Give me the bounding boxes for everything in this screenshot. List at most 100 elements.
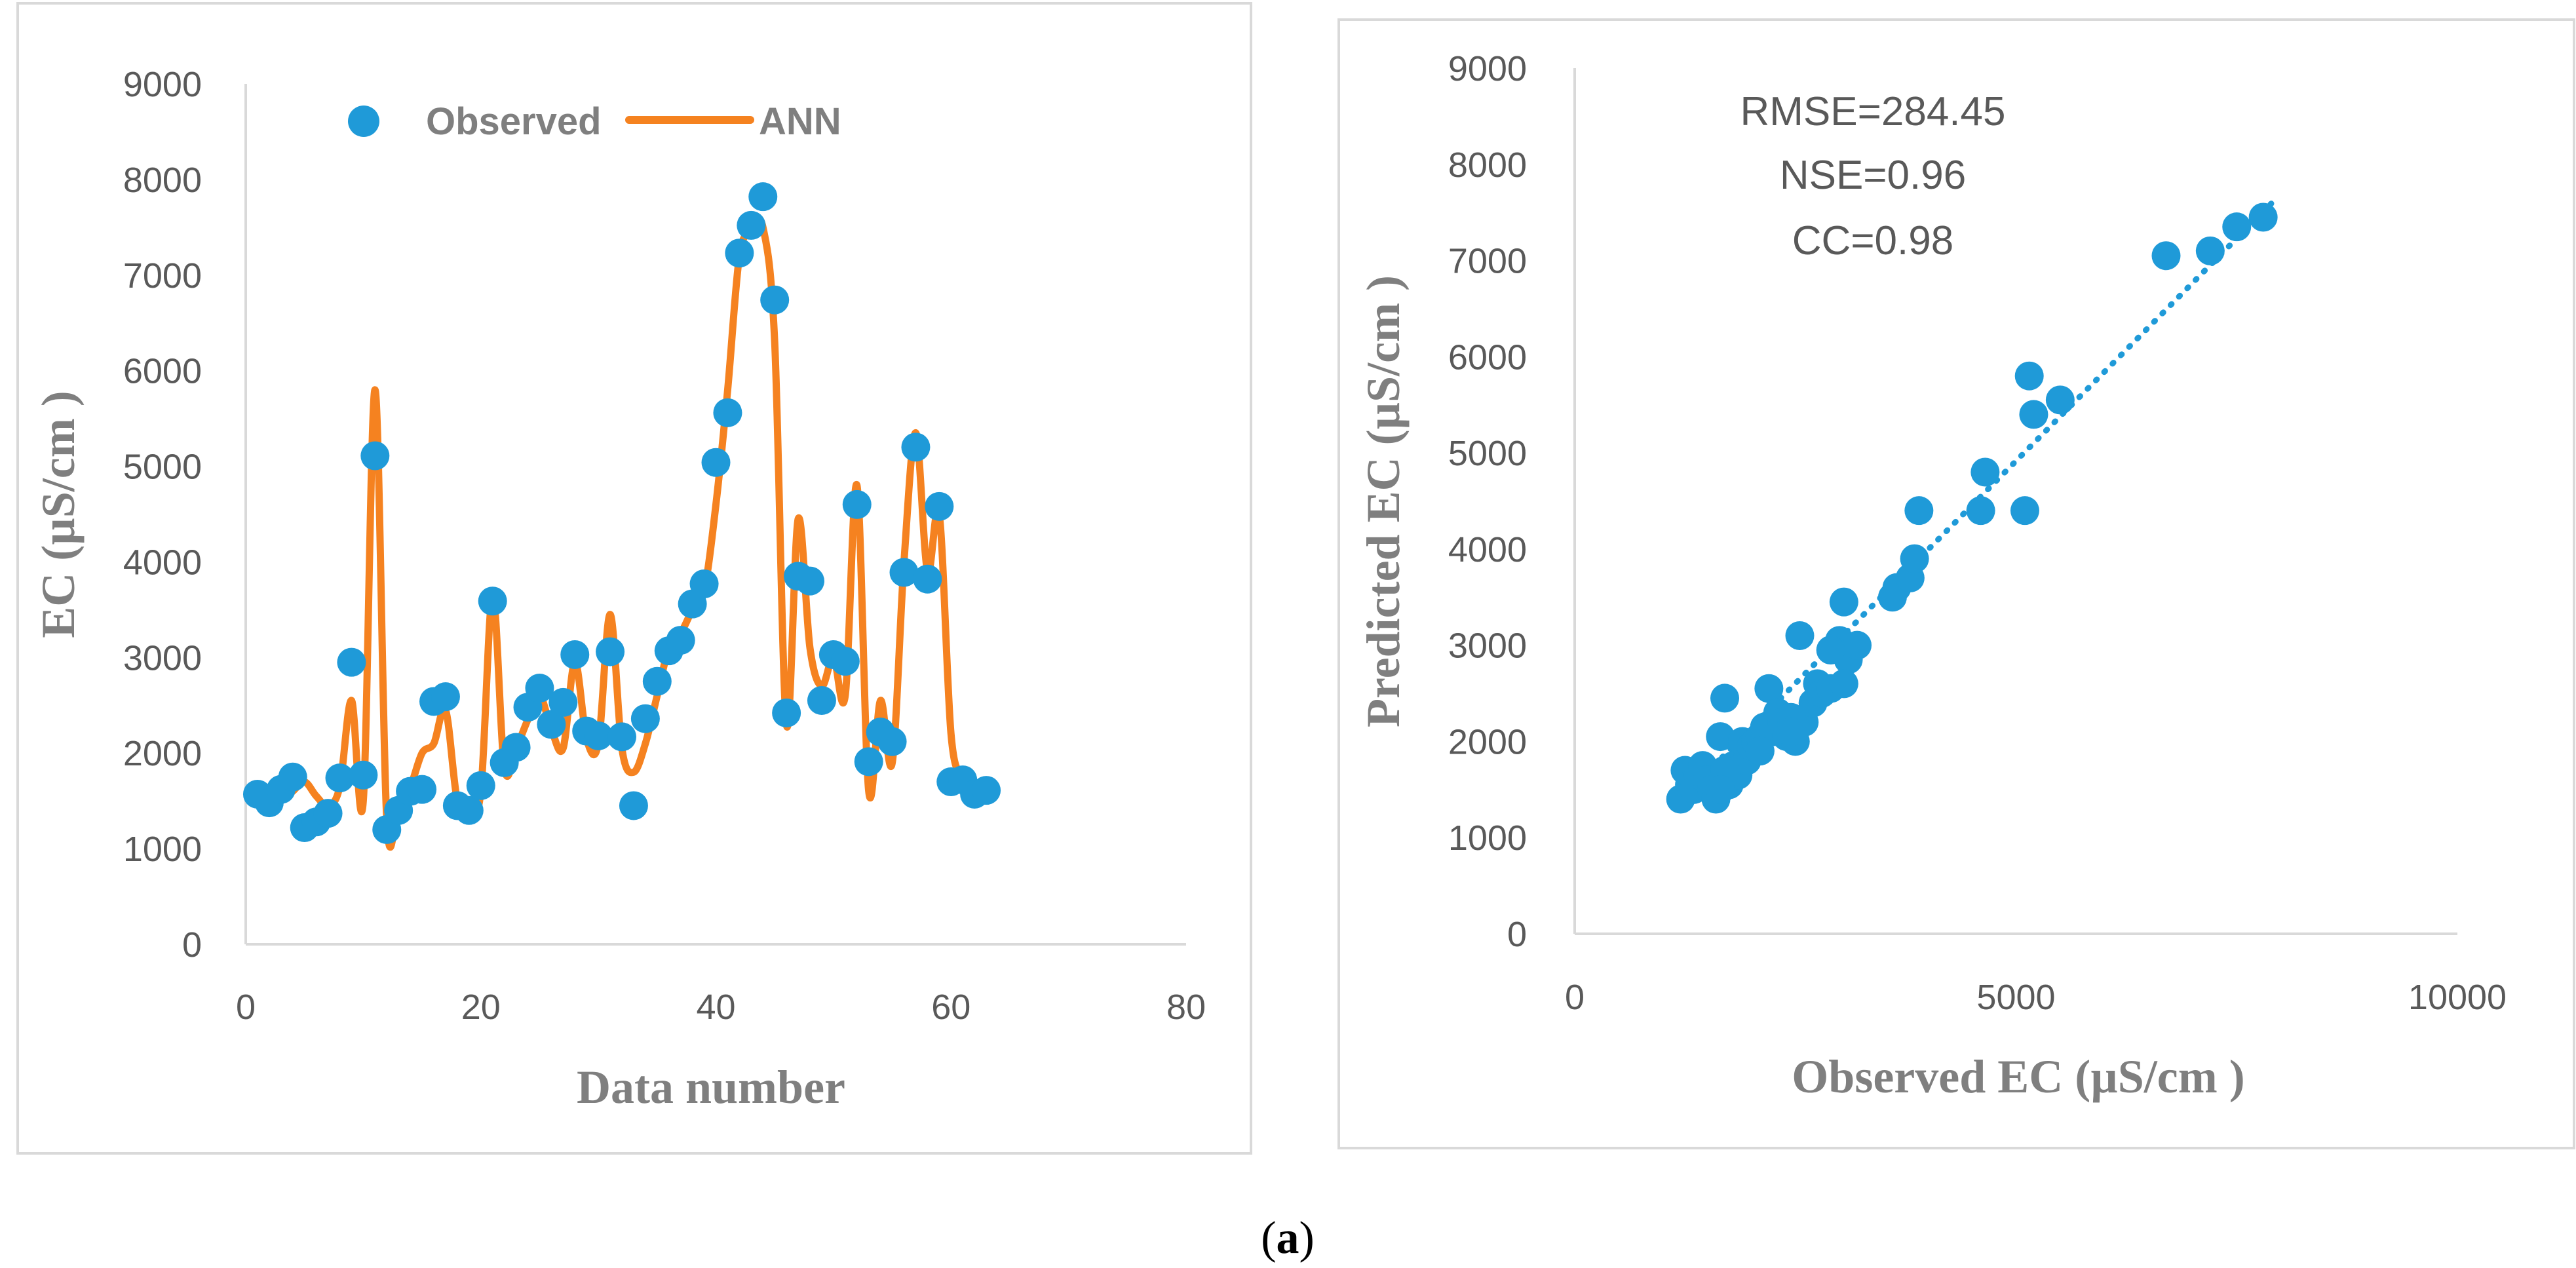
left-y-tick-labels: 0 1000 2000 3000 4000 5000 6000 7000 8000 9000 <box>123 65 202 965</box>
observed-point <box>748 182 778 212</box>
right-scatter-series <box>1666 202 2278 814</box>
right-y-tick-3000: 3000 <box>1448 626 1527 666</box>
observed-point <box>313 799 343 828</box>
caption-suffix: ) <box>1299 1213 1315 1263</box>
scatter-point <box>1966 496 1995 526</box>
right-chart-frame <box>1337 18 2575 1149</box>
scatter-point <box>2045 385 2075 415</box>
right-y-tick-5000: 5000 <box>1448 434 1527 473</box>
scatter-point <box>2248 202 2278 232</box>
scatter-point <box>2014 361 2044 391</box>
observed-point <box>737 210 766 240</box>
left-observed-series <box>242 182 1001 844</box>
stat-nse: NSE=0.96 <box>1780 153 1966 198</box>
observed-point <box>901 432 931 462</box>
observed-point <box>454 796 484 825</box>
stat-rmse: RMSE=284.45 <box>1740 89 2006 134</box>
right-y-tick-2000: 2000 <box>1448 722 1527 761</box>
observed-point <box>725 239 754 268</box>
observed-point <box>772 698 801 727</box>
right-stats: RMSE=284.45 NSE=0.96 CC=0.98 <box>1740 89 2006 263</box>
observed-point <box>596 637 625 666</box>
right-y-tick-7000: 7000 <box>1448 242 1527 281</box>
observed-point <box>525 674 554 703</box>
scatter-point <box>2222 212 2252 242</box>
observed-point <box>842 490 872 519</box>
scatter-point <box>1900 544 1929 573</box>
left-y-axis-title: EC (µS/cm ) <box>32 391 85 638</box>
left-legend: Observed ANN <box>348 100 841 143</box>
observed-point <box>854 747 883 777</box>
observed-point <box>972 776 1001 805</box>
right-chart-axes <box>1573 68 2457 935</box>
legend-observed-marker <box>348 106 379 137</box>
scatter-point <box>1829 587 1858 617</box>
observed-point <box>607 722 636 752</box>
observed-point <box>548 687 578 717</box>
observed-point <box>466 771 495 800</box>
right-y-tick-0: 0 <box>1507 915 1527 954</box>
observed-point <box>913 564 942 594</box>
right-x-tick-0: 0 <box>1565 978 1585 1017</box>
observed-point <box>760 285 790 315</box>
observed-point <box>478 586 507 616</box>
observed-point <box>431 682 460 712</box>
observed-point <box>877 727 907 756</box>
observed-point <box>325 763 355 793</box>
stat-cc: CC=0.98 <box>1792 218 1953 263</box>
left-x-tick-0: 0 <box>236 988 256 1027</box>
observed-point <box>349 760 378 790</box>
observed-point <box>501 733 531 762</box>
right-x-tick-labels: 0 5000 10000 <box>1565 978 2507 1017</box>
observed-point <box>701 448 731 477</box>
left-x-axis-title: Data number <box>577 1061 845 1113</box>
observed-point <box>689 569 719 598</box>
left-ann-series <box>255 216 988 851</box>
legend-ann-label: ANN <box>759 100 841 143</box>
observed-point <box>630 704 660 733</box>
observed-point <box>830 647 860 676</box>
observed-point <box>796 566 824 596</box>
scatter-point <box>1816 636 1845 665</box>
scatter-point <box>1754 674 1784 703</box>
ann-line <box>255 216 988 851</box>
left-y-tick-1000: 1000 <box>123 830 202 869</box>
left-y-tick-4000: 4000 <box>123 543 202 582</box>
left-y-tick-3000: 3000 <box>123 638 202 678</box>
right-y-tick-4000: 4000 <box>1448 530 1527 569</box>
right-x-tick-10000: 10000 <box>2408 978 2507 1017</box>
scatter-point <box>1785 621 1815 650</box>
observed-point <box>619 791 648 820</box>
left-chart-frame <box>16 2 1252 1155</box>
legend-observed-label: Observed <box>426 100 602 143</box>
observed-point <box>889 558 919 587</box>
observed-point <box>537 710 566 739</box>
scatter-point <box>1706 722 1735 752</box>
right-y-tick-labels: 0 1000 2000 3000 4000 5000 6000 7000 8000 9000 <box>1448 49 1527 954</box>
scatter-point <box>1745 737 1775 766</box>
right-y-tick-6000: 6000 <box>1448 337 1527 377</box>
left-x-tick-20: 20 <box>461 988 501 1027</box>
scatter-point <box>1706 775 1735 804</box>
right-y-tick-8000: 8000 <box>1448 145 1527 185</box>
scatter-point <box>1777 717 1806 746</box>
scatter-point <box>1970 457 2000 487</box>
figure-caption: (a) <box>1261 1213 1315 1263</box>
observed-point <box>807 685 836 715</box>
observed-point <box>713 398 742 427</box>
right-x-axis-title: Observed EC (µS/cm ) <box>1792 1050 2244 1103</box>
scatter-point <box>2010 496 2039 526</box>
scatter-point <box>1843 630 1872 660</box>
scatter-point <box>1904 496 1934 526</box>
observed-point <box>278 762 307 792</box>
left-y-tick-8000: 8000 <box>123 161 202 200</box>
left-x-tick-60: 60 <box>931 988 971 1027</box>
left-y-tick-7000: 7000 <box>123 256 202 296</box>
observed-point <box>925 491 954 521</box>
scatter-point <box>1829 669 1858 699</box>
observed-point <box>360 441 390 471</box>
observed-point <box>642 666 672 696</box>
caption-letter: a <box>1277 1213 1299 1263</box>
scatter-point <box>1710 683 1739 713</box>
